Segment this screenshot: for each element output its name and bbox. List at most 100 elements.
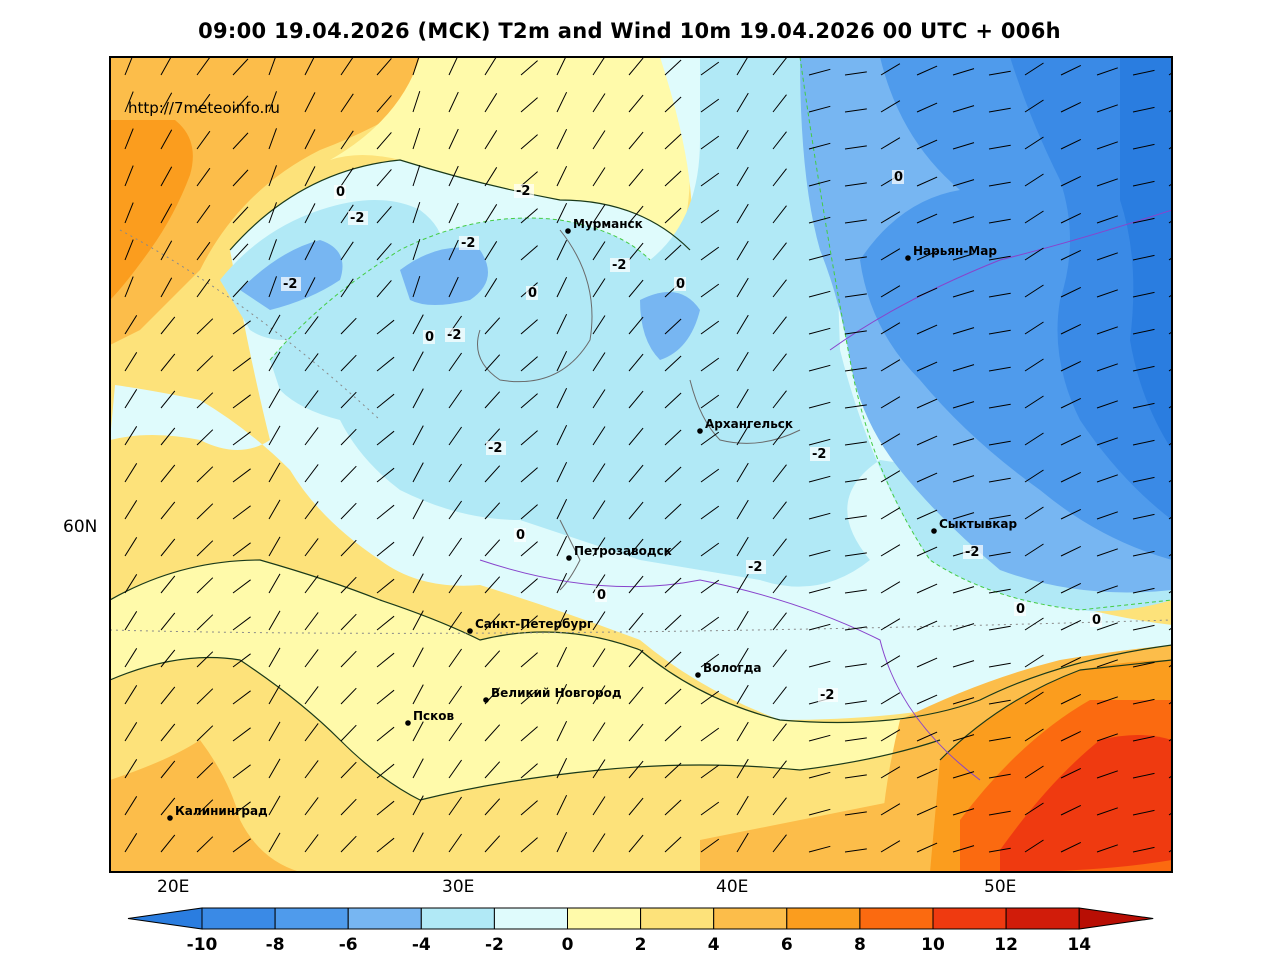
wind-barb <box>232 764 251 779</box>
wind-barb <box>952 401 975 409</box>
wind-barb <box>988 514 1011 520</box>
wind-barb <box>952 512 975 520</box>
wind-barb <box>196 762 214 779</box>
wind-barb <box>376 132 392 150</box>
wind-barb <box>664 392 682 409</box>
wind-barb <box>844 293 867 298</box>
wind-barb <box>700 838 720 853</box>
wind-barb <box>160 277 173 298</box>
wind-barb <box>448 352 463 372</box>
wind-barb <box>880 100 901 113</box>
wind-barb <box>304 760 319 779</box>
wind-barb <box>1096 770 1118 779</box>
wind-barb <box>880 248 901 261</box>
wind-barb <box>376 541 395 557</box>
wind-barb <box>1096 437 1118 446</box>
chart-title: 09:00 19.04.2026 (MCK) T2m and Wind 10m … <box>198 19 1061 43</box>
wind-barb <box>700 764 720 779</box>
wind-barb <box>304 464 319 483</box>
contour-label: -2 <box>516 184 530 199</box>
wind-barb <box>304 129 316 150</box>
wind-barb <box>304 92 316 113</box>
colorbar-tick-label: 14 <box>1067 935 1091 955</box>
cities: Мурманск Нарьян-Мар Архангельск Сыктывкар Пе… <box>167 217 1017 821</box>
wind-barb <box>1060 101 1082 113</box>
wind-barb <box>556 646 568 668</box>
wind-barb <box>124 352 138 372</box>
wind-barb <box>1060 656 1082 668</box>
wind-barb <box>412 388 424 409</box>
wind-barb <box>448 759 463 779</box>
wind-barb <box>196 167 211 187</box>
wind-barb <box>700 690 720 705</box>
wind-barb <box>196 540 214 557</box>
wind-barb <box>196 688 214 705</box>
wind-barb <box>556 165 568 187</box>
wind-barb <box>808 68 831 76</box>
wind-barb <box>952 623 975 631</box>
wind-barb <box>916 805 938 816</box>
wind-barb <box>448 389 463 409</box>
wind-barb <box>772 575 787 594</box>
wind-barb <box>880 63 901 76</box>
wind-barb <box>880 655 901 668</box>
wind-barb <box>196 278 211 298</box>
wind-barb <box>844 182 867 187</box>
wind-barb <box>196 466 214 483</box>
wind-barb <box>1132 328 1155 335</box>
wind-barb <box>160 316 176 335</box>
wind-barb <box>700 542 720 557</box>
wind-barb <box>304 834 319 853</box>
wind-barb <box>1024 284 1044 298</box>
contour-label: 0 <box>336 185 345 200</box>
wind-barb <box>1132 439 1155 446</box>
contour-label: -2 <box>283 277 297 292</box>
wind-barb <box>484 130 498 150</box>
wind-barb <box>196 355 214 372</box>
wind-barb <box>232 505 251 520</box>
wind-barb <box>1096 104 1118 113</box>
wind-barb <box>1132 365 1155 372</box>
wind-barb <box>376 652 395 668</box>
wind-barb <box>1096 733 1118 742</box>
contour-label-bg <box>423 330 435 344</box>
wind-barb <box>484 502 501 520</box>
wind-barb <box>1060 841 1082 853</box>
city-marker <box>905 255 911 261</box>
wind-barb <box>772 131 787 150</box>
wind-barb <box>412 90 421 113</box>
wind-barb <box>628 686 644 705</box>
wind-barb <box>412 758 424 779</box>
wind-barb <box>484 278 498 298</box>
wind-barb <box>412 832 424 853</box>
wind-barb <box>1024 62 1044 76</box>
wind-barb <box>412 610 424 631</box>
wind-barb <box>700 468 720 483</box>
wind-barb <box>988 403 1011 409</box>
wind-barb <box>880 766 901 779</box>
wind-barb <box>880 470 901 483</box>
wind-barb <box>412 164 421 187</box>
colorbar: -10 -8 -6 -4 -2 0 2 4 6 8 10 12 14 <box>127 907 1154 955</box>
wind-barb <box>700 505 720 520</box>
wind-barb <box>592 389 606 409</box>
wind-barb <box>844 626 867 631</box>
wind-barb <box>628 723 644 742</box>
wind-barb <box>1024 432 1044 446</box>
band-2-4-north <box>330 57 690 240</box>
wind-barb <box>412 314 424 335</box>
wind-barb <box>916 398 938 409</box>
wind-barb <box>448 165 459 187</box>
wind-barb <box>988 440 1011 446</box>
wind-barb <box>412 721 424 742</box>
colorbar-segment <box>786 907 861 930</box>
contour-label: -2 <box>488 441 502 456</box>
wind-barb <box>1060 249 1082 261</box>
wind-barb <box>556 535 568 557</box>
wind-barb <box>916 509 938 520</box>
wind-barb <box>412 499 424 520</box>
wind-barbs <box>124 57 1172 853</box>
wind-barb <box>124 128 134 150</box>
wind-barb <box>484 835 501 853</box>
wind-barb <box>1060 767 1082 779</box>
